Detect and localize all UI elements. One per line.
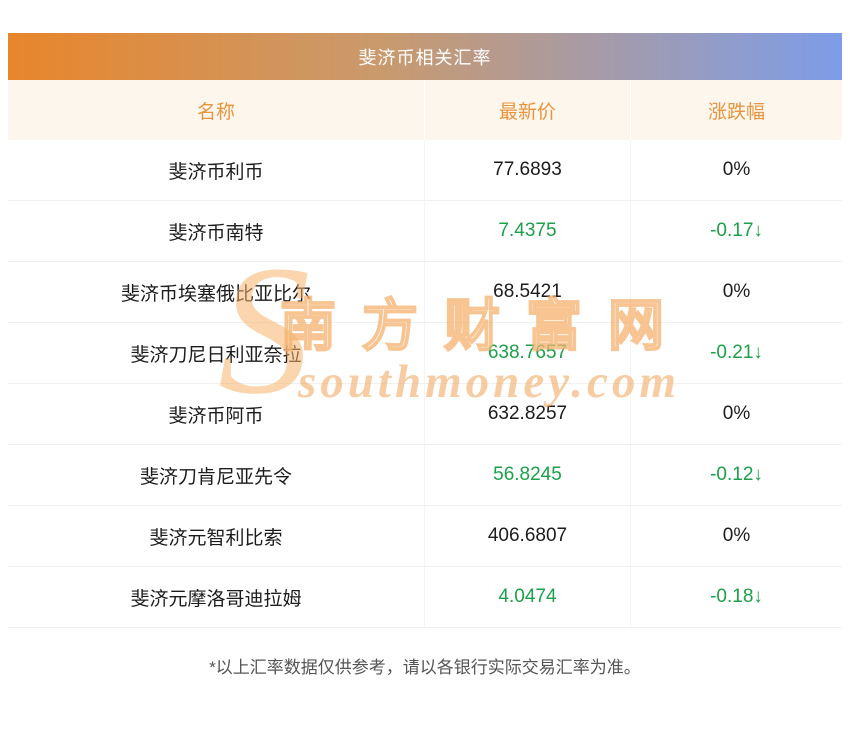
change-cell: -0.21↓ <box>710 342 763 363</box>
change-cell: 0% <box>722 403 751 424</box>
rates-table-panel: 斐济币相关汇率 名称 最新价 涨跌幅 斐济币利币 77.6893 0% 斐济币南… <box>8 33 842 628</box>
table-row: 斐济币阿币 632.8257 0% <box>8 384 842 445</box>
table-title-bar: 斐济币相关汇率 <box>8 33 842 80</box>
table-body: 斐济币利币 77.6893 0% 斐济币南特 7.4375 -0.17↓ 斐济币… <box>8 140 842 628</box>
change-cell: 0% <box>722 281 751 302</box>
change-cell: 0% <box>722 159 751 180</box>
price-cell: 632.8257 <box>425 384 631 444</box>
table-title: 斐济币相关汇率 <box>358 47 492 68</box>
table-row: 斐济刀尼日利亚奈拉 638.7657 -0.21↓ <box>8 323 842 384</box>
table-row: 斐济币利币 77.6893 0% <box>8 140 842 201</box>
header-cell-name: 名称 <box>8 80 425 140</box>
price-cell: 68.5421 <box>425 262 631 322</box>
table-row: 斐济币埃塞俄比亚比尔 68.5421 0% <box>8 262 842 323</box>
name-cell: 斐济元智利比索 <box>8 506 425 566</box>
name-cell: 斐济币阿币 <box>8 384 425 444</box>
name-cell: 斐济币利币 <box>8 140 425 200</box>
table-header-row: 名称 最新价 涨跌幅 <box>8 80 842 140</box>
disclaimer-note: *以上汇率数据仅供参考，请以各银行实际交易汇率为准。 <box>209 658 641 677</box>
price-cell: 4.0474 <box>425 567 631 627</box>
table-row: 斐济币南特 7.4375 -0.17↓ <box>8 201 842 262</box>
price-cell: 638.7657 <box>425 323 631 383</box>
table-row: 斐济刀肯尼亚先令 56.8245 -0.12↓ <box>8 445 842 506</box>
price-cell: 56.8245 <box>425 445 631 505</box>
change-cell: -0.18↓ <box>710 586 763 607</box>
name-cell: 斐济币埃塞俄比亚比尔 <box>8 262 425 322</box>
change-cell: -0.12↓ <box>710 464 763 485</box>
header-cell-change: 涨跌幅 <box>707 101 765 123</box>
price-cell: 7.4375 <box>425 201 631 261</box>
table-row: 斐济元智利比索 406.6807 0% <box>8 506 842 567</box>
name-cell: 斐济刀肯尼亚先令 <box>8 445 425 505</box>
change-cell: 0% <box>722 525 751 546</box>
name-cell: 斐济刀尼日利亚奈拉 <box>8 323 425 383</box>
name-cell: 斐济元摩洛哥迪拉姆 <box>8 567 425 627</box>
name-cell: 斐济币南特 <box>8 201 425 261</box>
table-row: 斐济元摩洛哥迪拉姆 4.0474 -0.18↓ <box>8 567 842 628</box>
price-cell: 77.6893 <box>425 140 631 200</box>
header-cell-price: 最新价 <box>425 80 631 140</box>
change-cell: -0.17↓ <box>710 220 763 241</box>
price-cell: 406.6807 <box>425 506 631 566</box>
